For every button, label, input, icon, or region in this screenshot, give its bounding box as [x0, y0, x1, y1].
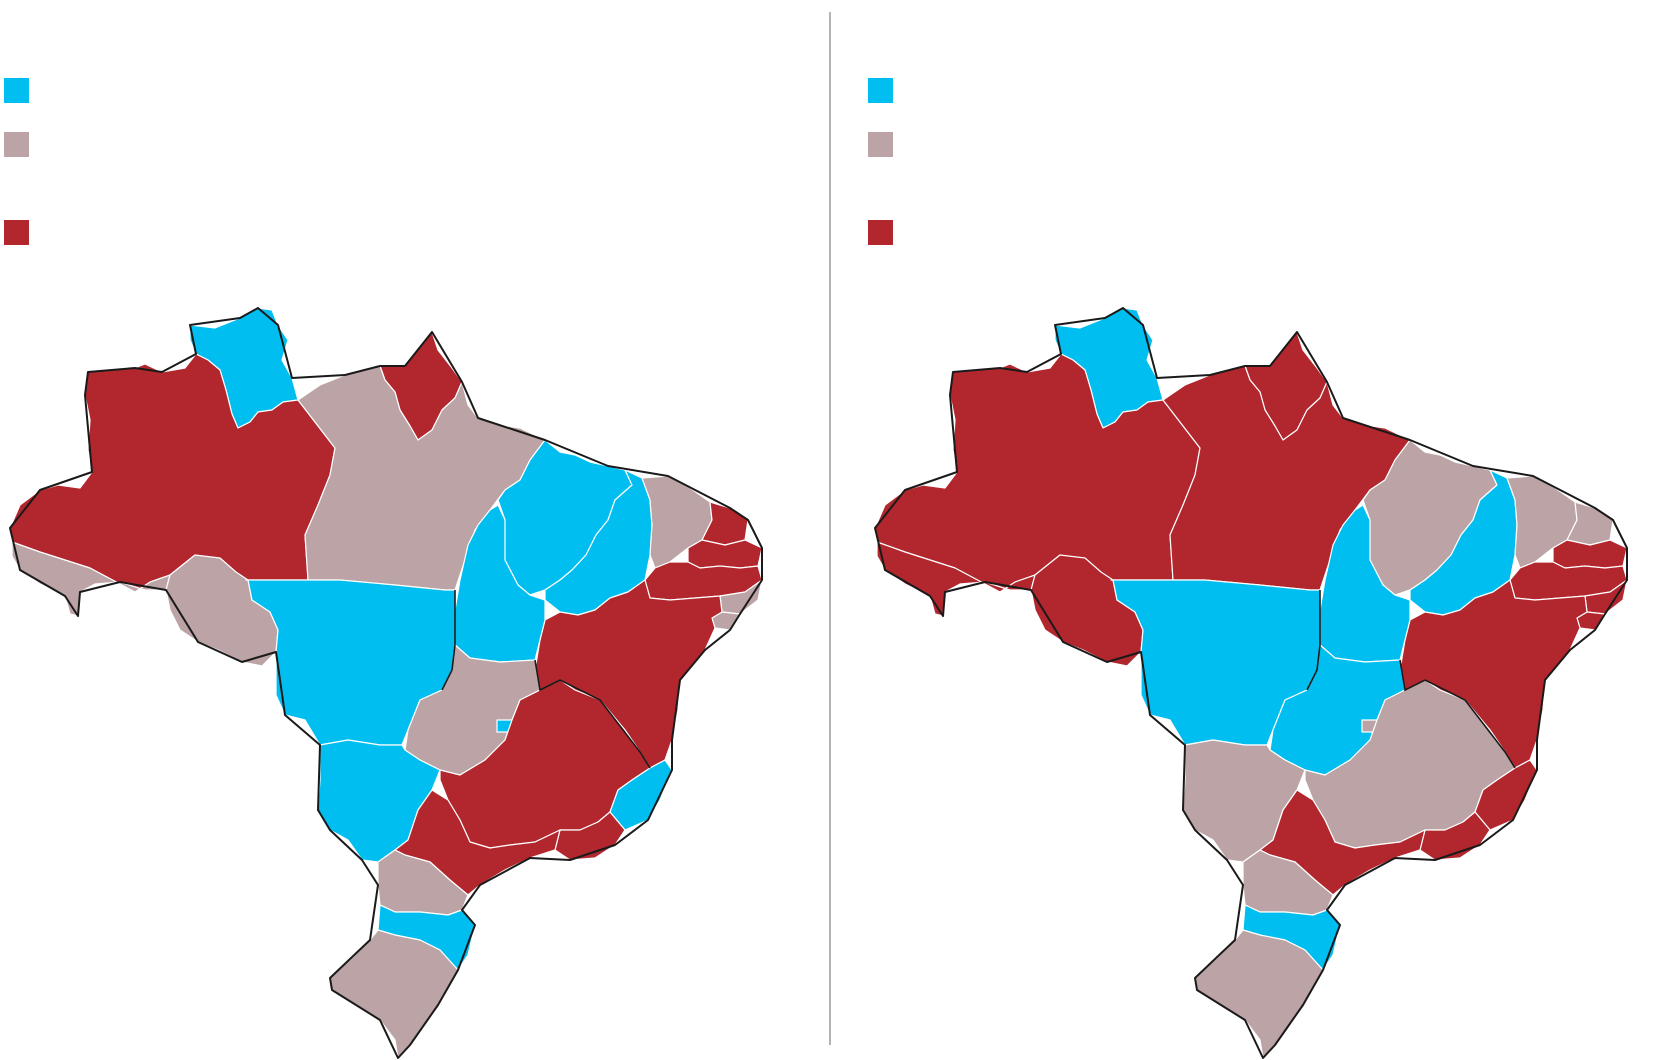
left-map [9, 307, 763, 1059]
right-map [874, 307, 1628, 1059]
left-map-country-outline [9, 307, 763, 1059]
legend-swatch-gray [868, 132, 893, 157]
legend-right [868, 78, 893, 245]
legend-swatch-blue [868, 78, 893, 103]
legend-swatch-red [868, 220, 893, 245]
right-map-internal-borders [1306, 590, 1516, 769]
legend-swatch-red [4, 220, 29, 245]
left-map-state-ac [11, 541, 171, 617]
right-map-country-outline [874, 307, 1628, 1059]
right-map-state-es [1474, 759, 1538, 831]
right-map-state-ac [876, 541, 1036, 617]
legend-swatch-gray [4, 132, 29, 157]
left-map-state-es [609, 759, 673, 831]
right-map-state-rs [1194, 929, 1324, 1059]
legend-swatch-blue [4, 78, 29, 103]
left-map-internal-borders [441, 590, 651, 769]
left-map-state-rs [329, 929, 459, 1059]
legend-left [4, 78, 29, 245]
